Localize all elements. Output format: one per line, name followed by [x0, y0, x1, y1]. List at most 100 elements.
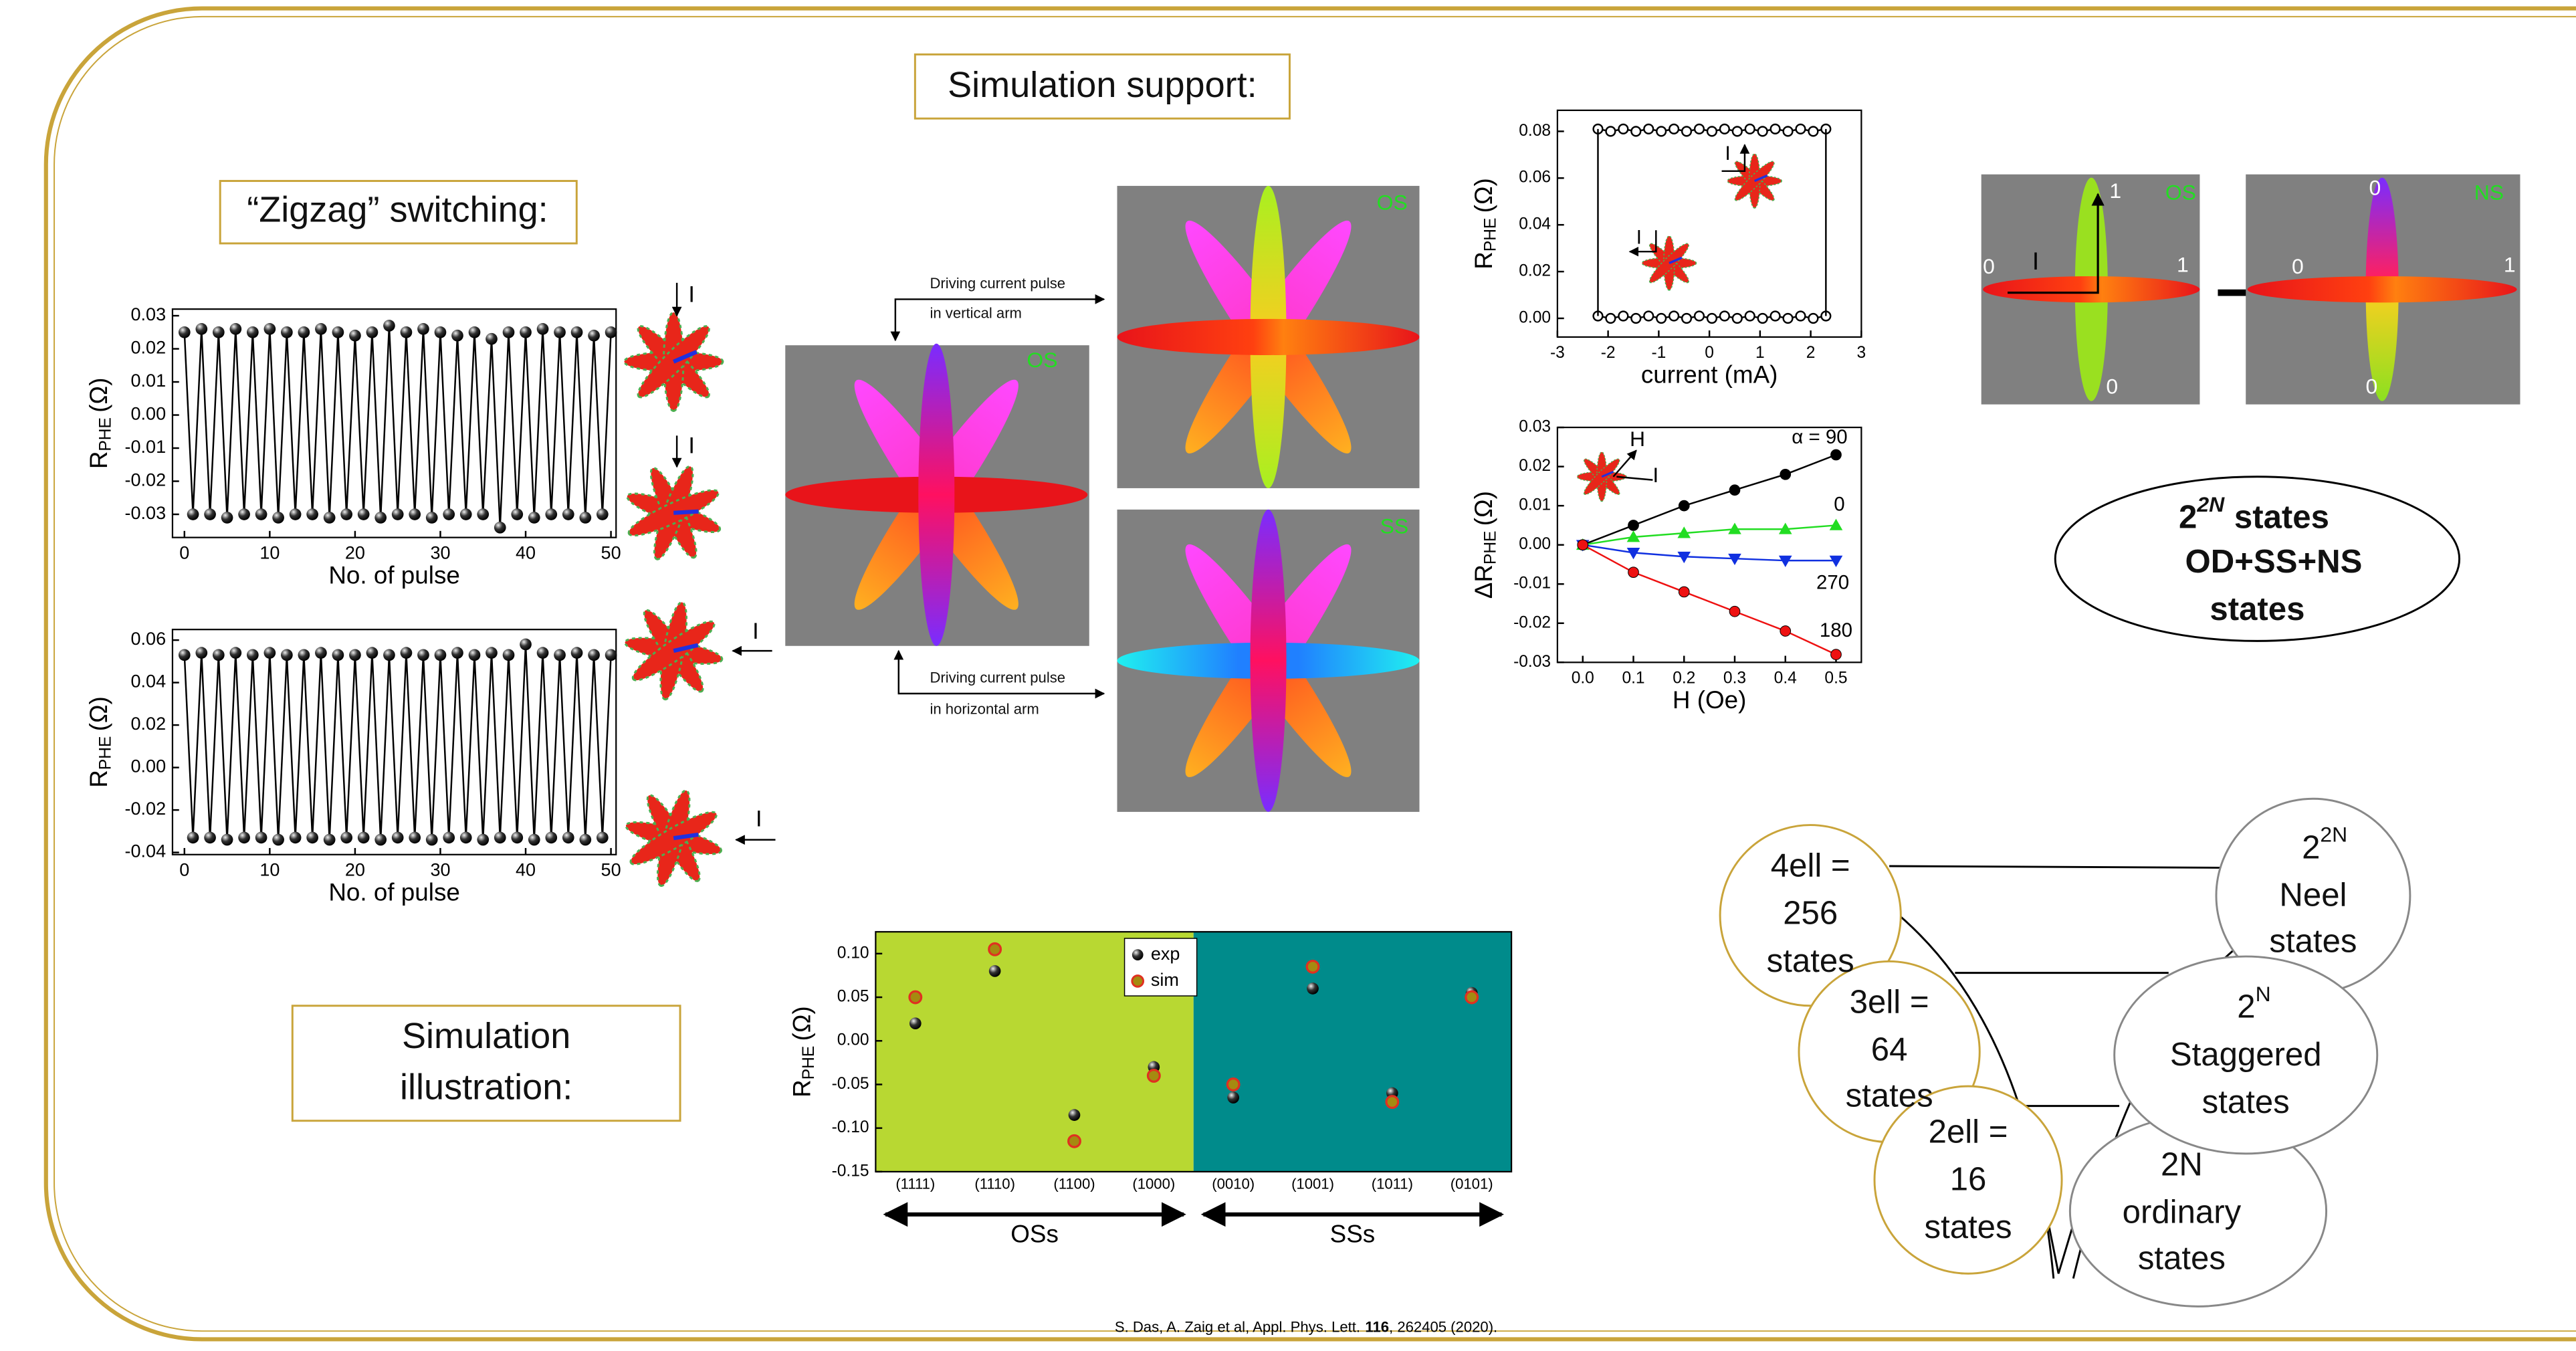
map-title: NS [2474, 181, 2504, 205]
data-point [179, 649, 191, 661]
y-axis-title-main: ΔR [1470, 564, 1497, 599]
sim-panel-label: SS [1380, 514, 1409, 538]
y-tick-label: 0.02 [1519, 262, 1551, 280]
y-tick-label: 0.05 [837, 988, 869, 1006]
y-axis-title-unit: (Ω) [1470, 178, 1497, 213]
data-point [1729, 606, 1740, 617]
chart: 0.030.020.010.00-0.01-0.02-0.03010203040… [85, 304, 621, 589]
x-tick-label: 40 [516, 542, 536, 562]
circle-text: states [1925, 1209, 2012, 1245]
sim-panel-label: OS [1377, 190, 1408, 214]
plot-frame [1558, 110, 1861, 337]
map-label: 0 [2369, 175, 2381, 199]
y-tick-label: -0.03 [1513, 653, 1551, 671]
x-tick-label: (0101) [1451, 1175, 1493, 1192]
inset-label: I [1652, 463, 1658, 487]
data-point [451, 330, 463, 342]
data-point [204, 508, 216, 520]
data-point [537, 647, 549, 659]
data-point [247, 326, 259, 338]
data-point [1745, 124, 1755, 134]
citation: S. Das, A. Zaig et al, Appl. Phys. Lett.… [1115, 1318, 1497, 1335]
y-axis-title-sub: PHE [97, 736, 115, 770]
y-axis-title-main: R [788, 1079, 815, 1098]
sim-caption: in vertical arm [930, 304, 1022, 321]
data-point [1720, 124, 1729, 134]
y-axis-title-unit: (Ω) [1470, 491, 1497, 526]
data-point [1707, 126, 1717, 136]
data-point [435, 326, 447, 338]
data-point [1606, 314, 1616, 323]
data-point [469, 649, 481, 661]
x-tick-label: 0 [179, 859, 189, 879]
circle-base: 2 [2237, 989, 2255, 1025]
data-point [426, 834, 438, 846]
data-point [571, 647, 583, 659]
inset-label: I [1636, 226, 1642, 248]
data-point [1644, 312, 1653, 321]
data-point [306, 508, 318, 520]
x-tick-label: 10 [259, 859, 280, 879]
data-point [486, 647, 498, 659]
data-point [1466, 991, 1478, 1003]
y-axis-title: RPHE(Ω) [85, 696, 116, 788]
circle-base: 2 [2302, 829, 2320, 865]
y-axis-title-sub: PHE [1482, 531, 1500, 564]
data-point [1631, 314, 1640, 323]
map-label: 1 [2177, 253, 2189, 277]
circle-text: 16 [1950, 1162, 1987, 1198]
data-point [989, 965, 1001, 977]
circle-text: 2ell = [1929, 1114, 2008, 1150]
data-point [1628, 567, 1639, 578]
data-point [417, 649, 429, 661]
y-tick-label: 0.00 [1519, 308, 1551, 326]
circle-text: 2N [2161, 1147, 2203, 1183]
title: “Zigzag” switching: [247, 190, 548, 230]
data-point [1656, 126, 1666, 136]
data-point [264, 647, 276, 659]
data-point [1656, 314, 1666, 323]
x-tick-label: 3 [1857, 344, 1866, 362]
data-point [1669, 312, 1679, 321]
data-point [298, 649, 310, 661]
circle-text: states [2269, 923, 2357, 959]
data-point [374, 512, 387, 524]
data-point [1720, 312, 1729, 321]
data-point [1069, 1135, 1081, 1147]
data-point [597, 832, 609, 844]
data-point [1784, 314, 1793, 323]
data-point [528, 512, 540, 524]
summary-exponent: 2N [2196, 492, 2225, 516]
series-line [1583, 545, 1836, 560]
x-axis-title: No. of pulse [328, 878, 460, 906]
data-point [298, 326, 310, 338]
circle-text: states [1767, 943, 1854, 979]
y-tick-label: -0.01 [125, 437, 167, 457]
x-axis-title: current (mA) [1641, 361, 1778, 389]
data-point [579, 512, 591, 524]
y-tick-label: 0.00 [1519, 535, 1551, 553]
y-tick-label: 0.03 [1519, 418, 1551, 436]
x-axis-title: No. of pulse [328, 561, 460, 589]
data-point [255, 508, 267, 520]
x-tick-label: 1 [1755, 344, 1765, 362]
y-axis-title-unit: (Ω) [85, 696, 112, 731]
data-point [272, 512, 284, 524]
state-maps [1981, 175, 2520, 405]
data-point [290, 508, 302, 520]
map-title: OS [2165, 181, 2196, 205]
y-axis-title: RPHE(Ω) [788, 1006, 819, 1098]
data-point [1771, 312, 1780, 321]
data-point [238, 832, 250, 844]
data-point [1682, 126, 1691, 136]
x-tick-label: 0.3 [1723, 669, 1746, 687]
data-point [451, 647, 463, 659]
data-point [315, 323, 327, 335]
summary-line: states [2210, 591, 2304, 627]
title: illustration: [400, 1067, 572, 1107]
x-tick-label: 30 [430, 859, 450, 879]
data-point [1771, 124, 1780, 134]
circle-text: ordinary [2123, 1194, 2242, 1231]
circle-text: states [1846, 1077, 1933, 1114]
y-tick-label: -0.02 [1513, 613, 1551, 631]
